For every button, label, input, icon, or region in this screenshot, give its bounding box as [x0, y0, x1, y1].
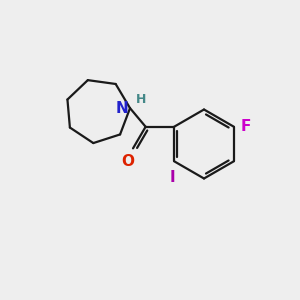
Text: H: H: [136, 93, 146, 106]
Text: F: F: [241, 118, 251, 134]
Text: O: O: [121, 154, 134, 169]
Text: I: I: [170, 170, 176, 184]
Text: N: N: [116, 100, 129, 116]
